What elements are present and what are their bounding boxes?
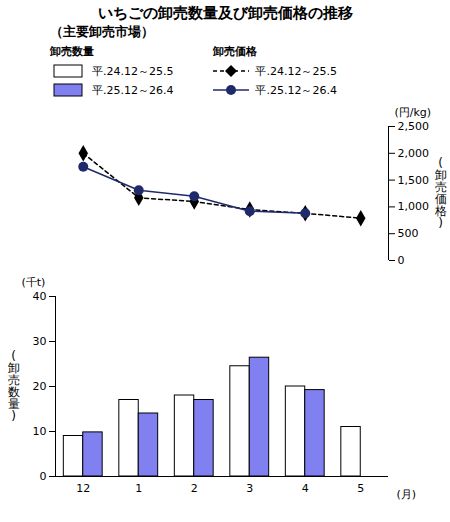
svg-text:500: 500 (398, 227, 419, 240)
svg-text:1: 1 (135, 482, 142, 495)
svg-text:1,500: 1,500 (398, 174, 430, 187)
svg-text:0: 0 (398, 254, 405, 267)
svg-text:2,000: 2,000 (398, 147, 430, 160)
svg-text:0: 0 (40, 470, 47, 483)
svg-text:12: 12 (76, 482, 90, 495)
svg-text:3: 3 (246, 482, 253, 495)
svg-text:1,000: 1,000 (398, 200, 430, 213)
svg-text:(卸売数量): (卸売数量) (8, 349, 20, 423)
svg-text:40: 40 (33, 290, 47, 303)
html-text:平.24.12～25.5: 平.24.12～25.5 (92, 64, 174, 78)
svg-text:(卸売価格): (卸売価格) (434, 156, 447, 230)
svg-text:10: 10 (33, 425, 47, 438)
svg-text:(千t): (千t) (22, 276, 46, 289)
html-text:平.25.12～26.4: 平.25.12～26.4 (92, 83, 174, 97)
svg-text:20: 20 (33, 380, 47, 393)
svg-text:5: 5 (357, 482, 364, 495)
html-text:いちごの卸売数量及び卸売価格の推移: いちごの卸売数量及び卸売価格の推移 (97, 4, 353, 22)
html-text:平.24.12～25.5: 平.24.12～25.5 (255, 64, 337, 78)
html-text:平.25.12～26.4: 平.25.12～26.4 (255, 83, 337, 97)
html-text:（主要卸売市場）: （主要卸売市場） (50, 24, 154, 39)
html-text:卸売価格: 卸売価格 (213, 45, 258, 58)
svg-text:(円/kg): (円/kg) (395, 106, 432, 119)
svg-text:30: 30 (33, 335, 47, 348)
svg-text:2,500: 2,500 (398, 120, 430, 133)
svg-text:2: 2 (191, 482, 198, 495)
svg-text:(月): (月) (397, 488, 417, 501)
html-text:卸売数量: 卸売数量 (50, 45, 94, 58)
svg-text:4: 4 (302, 482, 309, 495)
